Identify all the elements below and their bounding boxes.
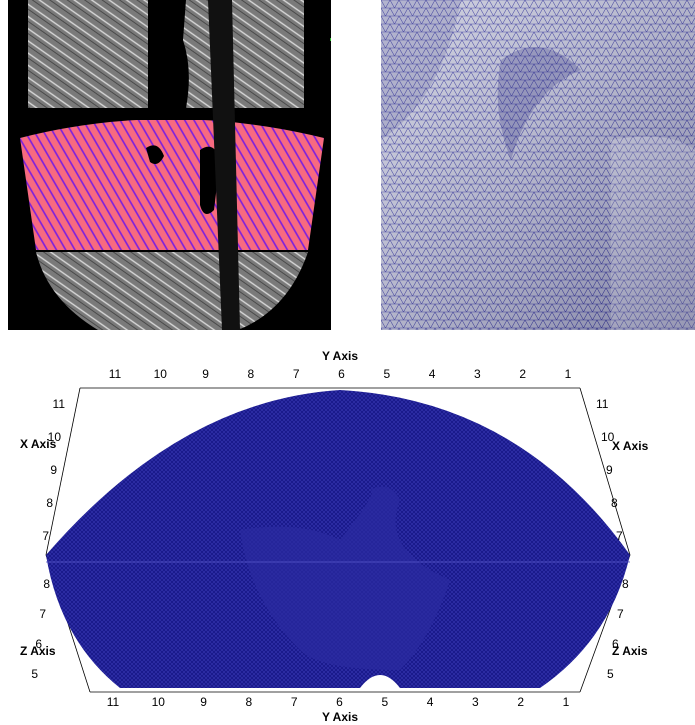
bottom-y-tick-label: 1	[563, 695, 570, 709]
top-y-tick-label: 4	[429, 367, 436, 381]
bottom-y-tick-label: 3	[472, 695, 479, 709]
mesh-volume	[46, 390, 630, 688]
right-z-tick-label: 8	[622, 577, 629, 591]
crosshair-horizontal	[8, 108, 331, 120]
bottom-y-tick-label: 7	[291, 695, 298, 709]
bottom-y-tick-label: 5	[381, 695, 388, 709]
ct-slice-view[interactable]	[8, 0, 331, 330]
right-z-tick-label: 7	[617, 607, 624, 621]
bottom-y-tick-label: 10	[152, 695, 166, 709]
bottom-y-axis-title: Y Axis	[322, 710, 358, 724]
tissue-region-top-left	[28, 0, 148, 108]
left-x-tick-label: 9	[50, 463, 57, 477]
left-x-tick-label: 10	[48, 430, 62, 444]
right-x-tick-label: 8	[611, 496, 618, 510]
right-z-tick-label: 5	[607, 667, 614, 681]
left-z-axis-title: Z Axis	[20, 644, 56, 658]
axes-3d-view[interactable]: Y Axis Y Axis X Axis X Axis Z Axis Z Axi…	[0, 340, 695, 725]
bottom-y-tick-label: 4	[427, 695, 434, 709]
top-y-axis-title: Y Axis	[322, 349, 358, 363]
crosshair-vertical	[208, 0, 240, 330]
top-y-tick-label: 8	[248, 367, 255, 381]
top-y-tick-label: 2	[519, 367, 526, 381]
ct-slice-render	[8, 0, 331, 330]
mesh-cavity	[240, 486, 450, 670]
top-y-tick-label: 9	[202, 367, 209, 381]
axis-tick-labels: 11 10 9 8 7 6 5 4 3 2 111 10 9 8 7 6 5 4 3 2 111109871110987…	[31, 367, 629, 709]
bottom-y-tick-label: 8	[246, 695, 253, 709]
right-x-tick-label: 9	[606, 463, 613, 477]
right-x-tick-label: 11	[596, 397, 609, 411]
segmentation-overlay	[20, 119, 324, 250]
left-x-tick-label: 8	[46, 496, 53, 510]
left-x-tick-label: 11	[53, 397, 66, 411]
top-y-tick-label: 1	[565, 367, 572, 381]
right-z-tick-label: 6	[612, 637, 619, 651]
mesh-surface-view[interactable]	[381, 0, 695, 330]
right-x-tick-label: 7	[616, 529, 623, 543]
bottom-y-tick-label: 9	[200, 695, 207, 709]
top-y-tick-label: 3	[474, 367, 481, 381]
left-x-tick-label: 7	[42, 529, 49, 543]
bottom-y-tick-label: 2	[517, 695, 524, 709]
axes-3d-render: Y Axis Y Axis X Axis X Axis Z Axis Z Axi…	[20, 349, 649, 724]
left-z-tick-label: 8	[43, 577, 50, 591]
right-z-axis-title: Z Axis	[612, 644, 648, 658]
left-x-axis-title: X Axis	[20, 437, 57, 451]
top-y-tick-label: 5	[383, 367, 390, 381]
bottom-y-tick-label: 11	[107, 695, 120, 709]
top-y-tick-label: 11	[109, 367, 122, 381]
right-x-axis-title: X Axis	[612, 439, 649, 453]
tissue-region-top-right	[183, 0, 304, 108]
bounding-box	[45, 387, 631, 693]
tissue-region-bottom	[36, 252, 308, 330]
left-z-tick-label: 5	[31, 667, 38, 681]
mesh-surface-render	[381, 0, 695, 330]
top-y-tick-label: 7	[293, 367, 300, 381]
right-x-tick-label: 10	[601, 430, 615, 444]
bottom-y-tick-label: 6	[336, 695, 343, 709]
top-y-tick-label: 6	[338, 367, 345, 381]
left-z-tick-label: 7	[39, 607, 46, 621]
left-z-tick-label: 6	[35, 637, 42, 651]
top-y-tick-label: 10	[154, 367, 168, 381]
